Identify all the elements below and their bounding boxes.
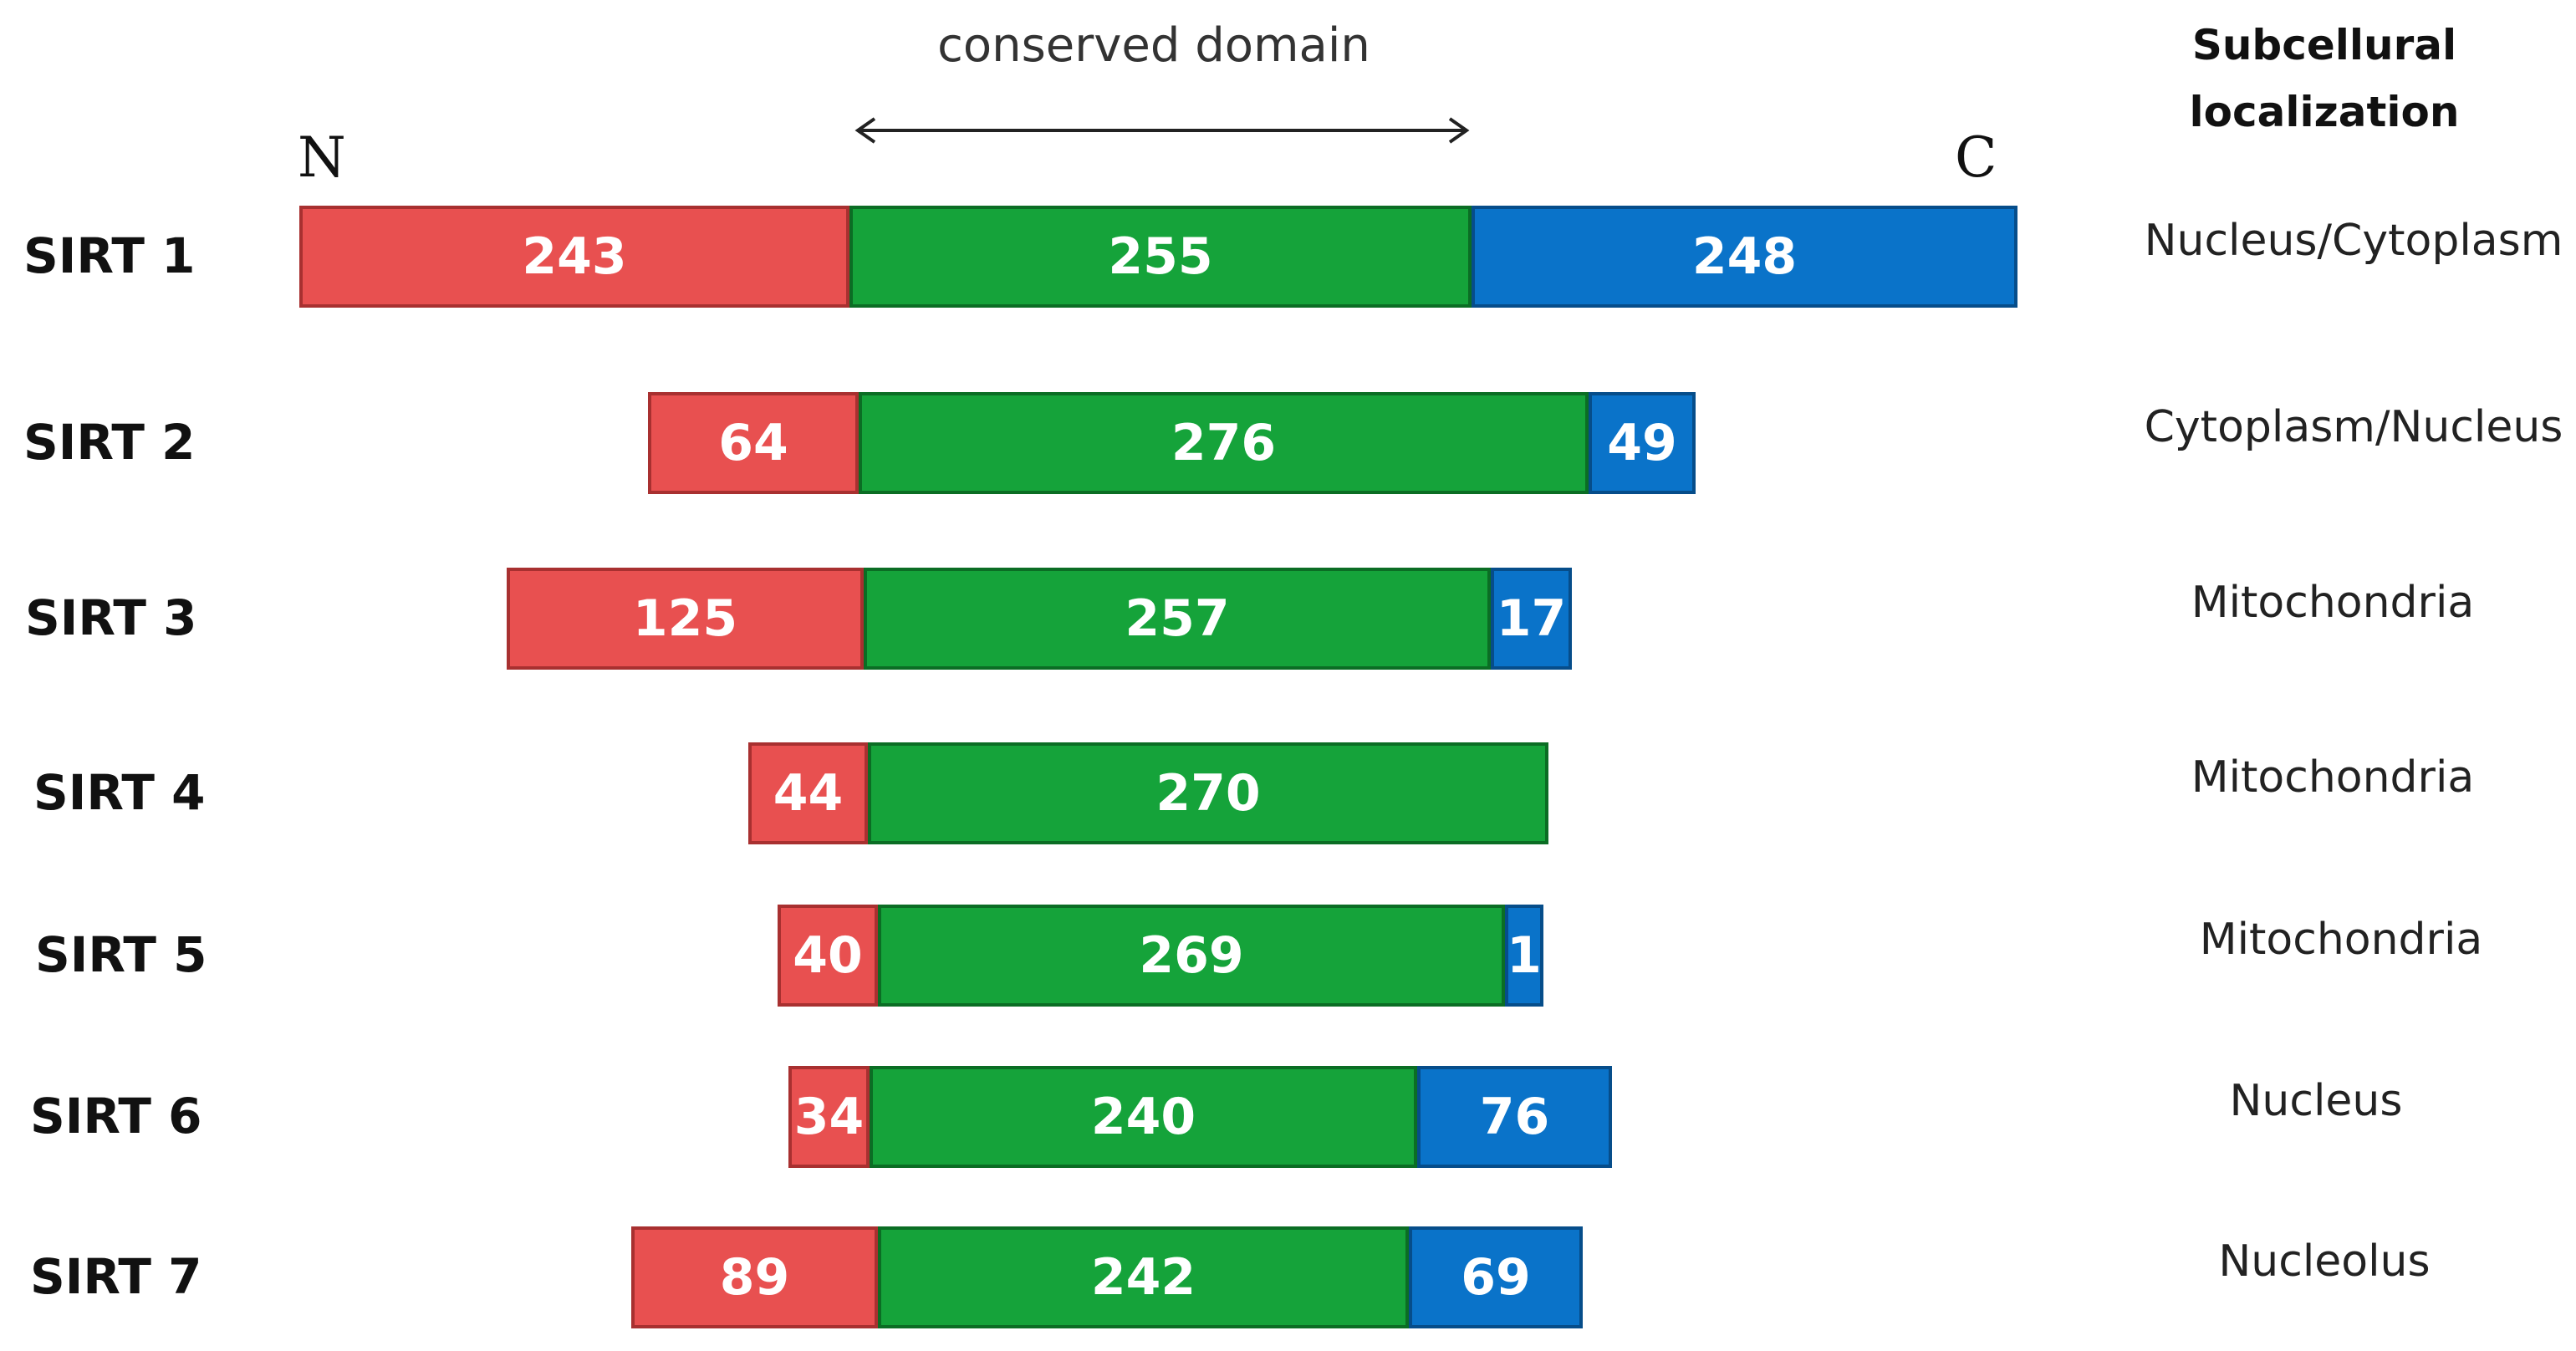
localization-header-line2: localization bbox=[2189, 88, 2460, 136]
localization-label: Mitochondria bbox=[2191, 578, 2475, 628]
n-terminal-segment: 243 bbox=[299, 206, 849, 308]
c-terminal-segment: 1 bbox=[1505, 905, 1543, 1007]
conserved-domain-label: conserved domain bbox=[937, 18, 1370, 73]
conserved-domain-segment: 257 bbox=[864, 568, 1491, 670]
conserved-domain-segment: 270 bbox=[868, 742, 1548, 844]
c-terminal-segment: 49 bbox=[1589, 392, 1696, 494]
n-terminal-segment: 64 bbox=[648, 392, 859, 494]
localization-label: Mitochondria bbox=[2191, 752, 2475, 803]
localization-label: Nucleus/Cytoplasm bbox=[2144, 216, 2563, 266]
localization-label: Mitochondria bbox=[2199, 915, 2483, 965]
protein-name-label: SIRT 3 bbox=[25, 589, 197, 646]
localization-header: Subcellural localization bbox=[2174, 12, 2475, 145]
n-terminal-segment: 34 bbox=[788, 1066, 870, 1168]
protein-name-label: SIRT 5 bbox=[35, 926, 207, 983]
n-terminus-label: N bbox=[298, 125, 346, 190]
conserved-domain-segment: 240 bbox=[870, 1066, 1417, 1168]
n-terminal-segment: 44 bbox=[748, 742, 868, 844]
conserved-domain-segment: 255 bbox=[849, 206, 1472, 308]
localization-header-line1: Subcellural bbox=[2191, 21, 2457, 69]
protein-name-label: SIRT 4 bbox=[33, 764, 206, 821]
n-terminal-segment: 40 bbox=[778, 905, 878, 1007]
n-terminal-segment: 89 bbox=[631, 1226, 878, 1328]
c-terminal-segment: 76 bbox=[1417, 1066, 1612, 1168]
protein-name-label: SIRT 1 bbox=[23, 227, 196, 284]
c-terminus-label: C bbox=[1955, 125, 1997, 190]
c-terminal-segment: 69 bbox=[1409, 1226, 1583, 1328]
conserved-domain-segment: 269 bbox=[878, 905, 1505, 1007]
c-terminal-segment: 17 bbox=[1491, 568, 1572, 670]
localization-label: Nucleus bbox=[2229, 1076, 2403, 1126]
conserved-domain-segment: 242 bbox=[878, 1226, 1409, 1328]
n-terminal-segment: 125 bbox=[507, 568, 864, 670]
protein-name-label: SIRT 2 bbox=[23, 414, 196, 471]
protein-name-label: SIRT 7 bbox=[30, 1248, 202, 1305]
double-headed-arrow-icon bbox=[854, 117, 1470, 144]
c-terminal-segment: 248 bbox=[1472, 206, 2017, 308]
protein-name-label: SIRT 6 bbox=[30, 1088, 202, 1145]
localization-label: Cytoplasm/Nucleus bbox=[2144, 402, 2563, 452]
conserved-domain-segment: 276 bbox=[859, 392, 1589, 494]
localization-label: Nucleolus bbox=[2218, 1236, 2431, 1287]
